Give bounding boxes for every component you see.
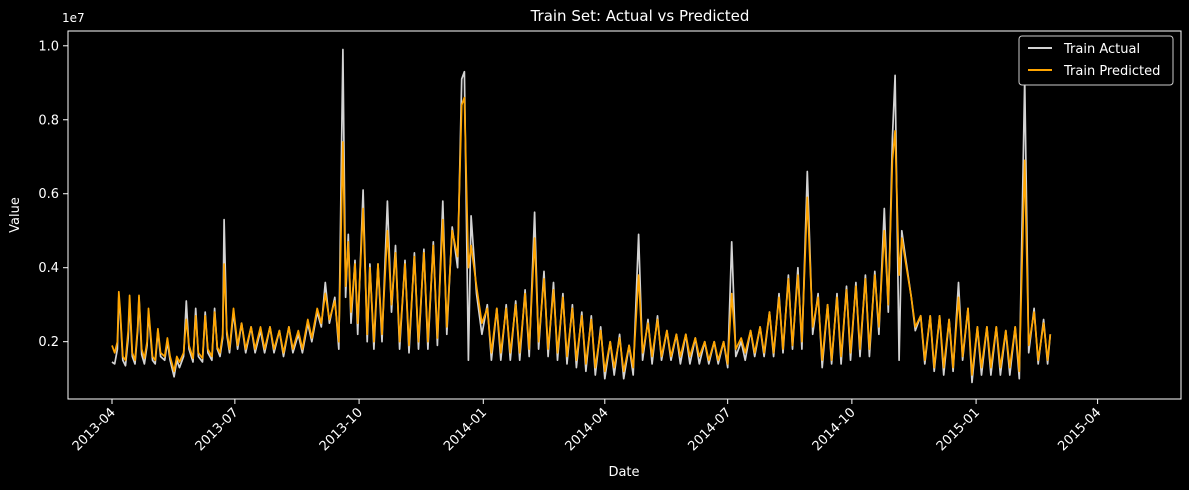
chart-title: Train Set: Actual vs Predicted	[530, 7, 750, 25]
y-tick-label: 0.2	[38, 335, 59, 350]
x-tick-label: 2013-10	[317, 405, 366, 454]
series-layer	[111, 48, 1052, 384]
legend-label-train-actual: Train Actual	[1063, 42, 1140, 57]
x-tick-label: 2013-07	[193, 405, 242, 454]
y-tick-label: 0.6	[38, 187, 59, 202]
x-tick-label: 2013-04	[70, 405, 119, 454]
x-tick-label: 2014-07	[685, 405, 734, 454]
x-axis-label: Date	[608, 465, 639, 480]
y-axis: 0.2 0.4 0.6 0.8 1.0	[38, 39, 68, 350]
y-tick-label: 0.8	[38, 113, 59, 128]
legend: Train Actual Train Predicted	[1018, 35, 1174, 86]
x-tick-label: 2014-04	[563, 405, 612, 454]
x-tick-label: 2014-10	[810, 405, 859, 454]
legend-label-train-predicted: Train Predicted	[1063, 64, 1160, 79]
plot-frame	[67, 30, 1182, 400]
x-tick-label: 2015-04	[1055, 405, 1104, 454]
x-tick-label: 2015-01	[934, 405, 983, 454]
y-multiplier-label: 1e7	[62, 11, 85, 25]
y-tick-label: 0.4	[38, 261, 59, 276]
series-line-train-predicted	[111, 96, 1052, 376]
x-axis: 2013-04 2013-07 2013-10 2014-01 2014-04 2014-…	[70, 399, 1104, 454]
y-tick-label: 1.0	[38, 39, 59, 54]
y-axis-label: Value	[8, 197, 23, 233]
legend-box	[1018, 35, 1174, 86]
x-tick-label: 2014-01	[441, 405, 490, 454]
